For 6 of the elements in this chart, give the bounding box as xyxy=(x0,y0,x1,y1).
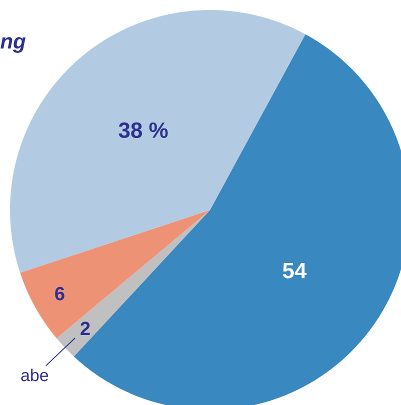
slice-label: abe xyxy=(21,368,48,382)
data-label: 54 xyxy=(282,263,307,278)
data-label: 6 xyxy=(55,286,64,300)
data-label: 38 % xyxy=(118,122,168,138)
data-label: 2 xyxy=(80,322,90,336)
text: ng xyxy=(0,37,26,53)
